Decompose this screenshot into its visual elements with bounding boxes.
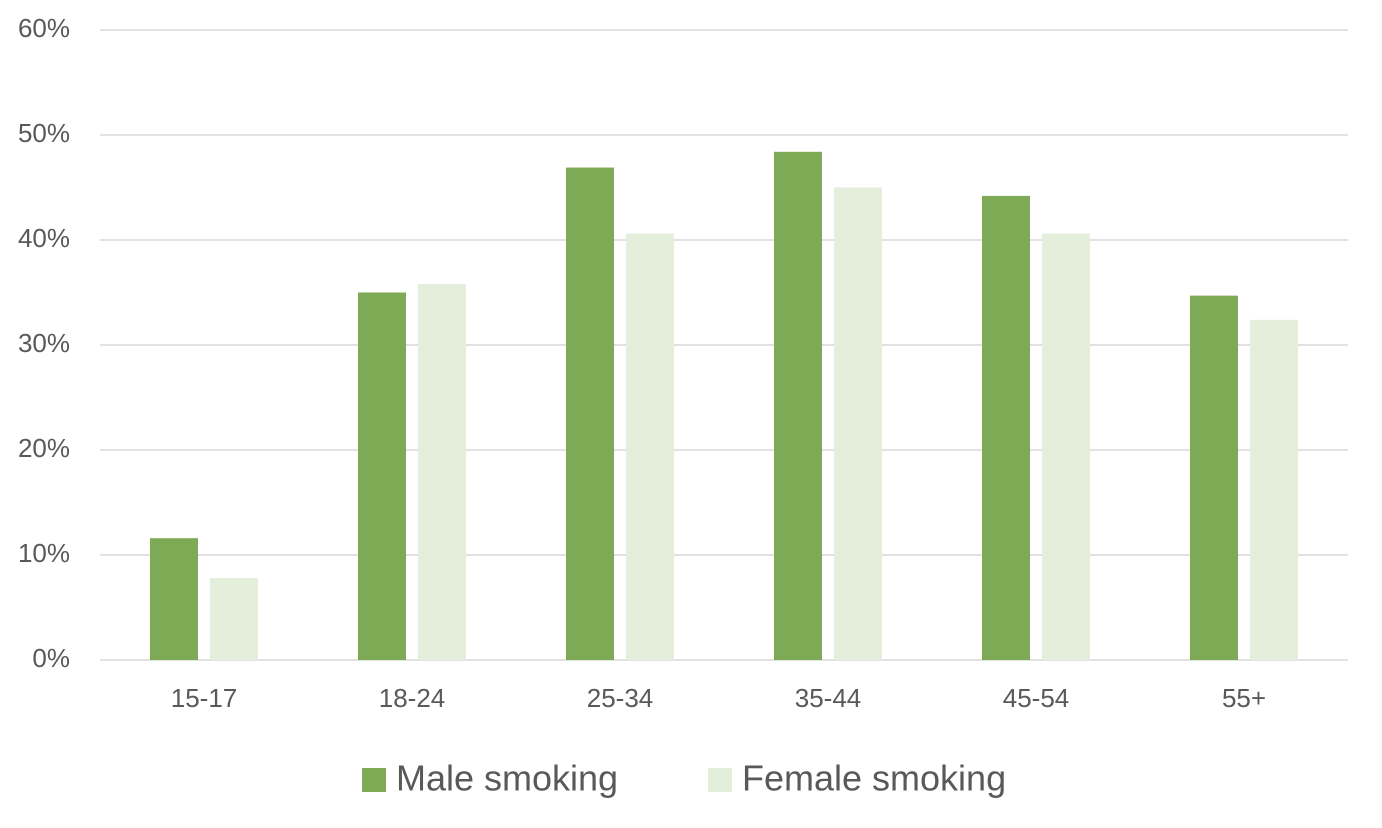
bar [982, 195, 1030, 660]
x-tick-label: 55+ [1222, 683, 1266, 713]
x-tick-label: 45-54 [1003, 683, 1070, 713]
y-tick-label: 40% [18, 223, 70, 253]
y-tick-label: 10% [18, 538, 70, 568]
bar [626, 233, 674, 660]
bar [774, 151, 822, 661]
legend-label: Male smoking [396, 758, 618, 799]
bar [1190, 295, 1238, 660]
legend-swatch [362, 768, 386, 792]
y-tick-label: 0% [32, 643, 70, 673]
x-tick-label: 35-44 [795, 683, 862, 713]
bar [1042, 233, 1090, 660]
y-tick-label: 30% [18, 328, 70, 358]
legend-label: Female smoking [742, 758, 1006, 799]
legend-swatch [708, 768, 732, 792]
y-tick-label: 20% [18, 433, 70, 463]
bar [150, 538, 198, 660]
bar [834, 187, 882, 660]
x-tick-label: 25-34 [587, 683, 654, 713]
x-tick-label: 15-17 [171, 683, 238, 713]
bar [210, 578, 258, 660]
y-tick-label: 60% [18, 13, 70, 43]
bar [566, 167, 614, 661]
bar [358, 292, 406, 660]
bar [1250, 319, 1298, 660]
bar [418, 284, 466, 660]
y-tick-label: 50% [18, 118, 70, 148]
x-tick-label: 18-24 [379, 683, 446, 713]
